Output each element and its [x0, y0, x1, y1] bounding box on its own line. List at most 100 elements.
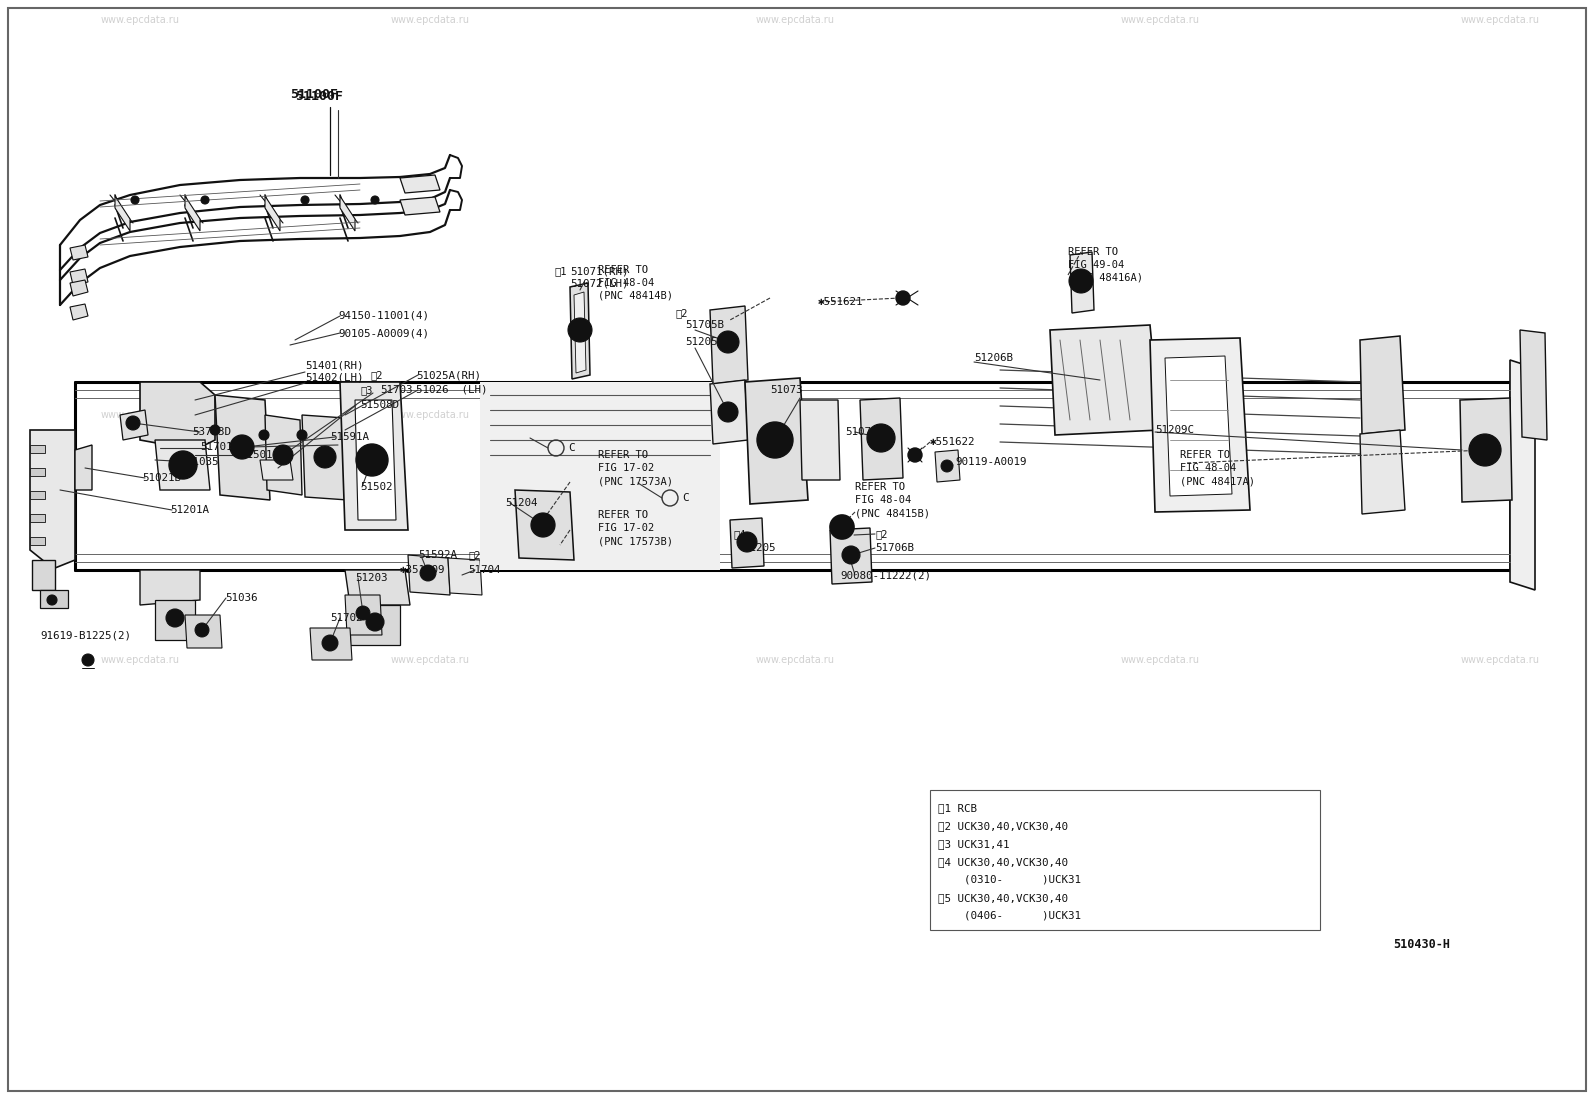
Circle shape: [896, 291, 911, 306]
Polygon shape: [731, 518, 764, 568]
Text: (PNC 48417A): (PNC 48417A): [1180, 476, 1254, 486]
Text: FIG 48-04: FIG 48-04: [855, 495, 911, 506]
Text: 51205: 51205: [743, 543, 775, 553]
Text: 51072(LH): 51072(LH): [570, 279, 629, 289]
Circle shape: [868, 424, 895, 452]
Text: REFER TO: REFER TO: [599, 449, 648, 460]
Polygon shape: [514, 490, 575, 560]
Text: FIG 17-02: FIG 17-02: [599, 523, 654, 533]
Polygon shape: [32, 560, 56, 590]
Text: ※1 RCB: ※1 RCB: [938, 803, 977, 813]
Circle shape: [298, 430, 307, 440]
Text: www.epcdata.ru: www.epcdata.ru: [1121, 655, 1199, 665]
Polygon shape: [119, 410, 148, 440]
Polygon shape: [70, 269, 88, 285]
Text: www.epcdata.ru: www.epcdata.ru: [100, 655, 180, 665]
Polygon shape: [341, 382, 408, 530]
Text: 90080-11222(2): 90080-11222(2): [841, 570, 931, 580]
Text: www.epcdata.ru: www.epcdata.ru: [756, 655, 834, 665]
Text: 51201A: 51201A: [170, 506, 209, 515]
Text: www.epcdata.ru: www.epcdata.ru: [1460, 655, 1539, 665]
Circle shape: [194, 623, 209, 637]
Text: www.epcdata.ru: www.epcdata.ru: [1460, 410, 1539, 420]
Circle shape: [131, 196, 139, 204]
Polygon shape: [400, 175, 439, 193]
Polygon shape: [310, 628, 352, 660]
Text: www.epcdata.ru: www.epcdata.ru: [756, 15, 834, 25]
Circle shape: [737, 532, 758, 552]
Polygon shape: [264, 415, 302, 495]
Text: 51204: 51204: [505, 498, 538, 508]
Text: C: C: [681, 493, 689, 503]
Text: ※3 UCK31,41: ※3 UCK31,41: [938, 839, 1009, 850]
Polygon shape: [30, 430, 75, 568]
Text: 51021B: 51021B: [142, 473, 181, 482]
Text: 53723D: 53723D: [193, 428, 231, 437]
Circle shape: [166, 609, 185, 628]
Text: 51703: 51703: [380, 385, 412, 395]
Text: B: B: [837, 521, 844, 533]
Polygon shape: [185, 615, 221, 648]
Polygon shape: [447, 558, 482, 595]
Polygon shape: [259, 460, 293, 480]
Polygon shape: [30, 468, 45, 476]
Polygon shape: [481, 382, 720, 570]
Polygon shape: [400, 197, 439, 215]
Polygon shape: [1165, 356, 1232, 496]
Circle shape: [365, 453, 379, 467]
Text: (PNC 17573A): (PNC 17573A): [599, 476, 673, 486]
Polygon shape: [710, 306, 748, 384]
Text: ※2 UCK30,40,VCK30,40: ※2 UCK30,40,VCK30,40: [938, 821, 1068, 831]
Circle shape: [357, 606, 369, 620]
Text: 51074: 51074: [845, 428, 877, 437]
Text: FIG 48-04: FIG 48-04: [599, 278, 654, 288]
Circle shape: [718, 402, 739, 422]
Text: ⁳2: ⁳2: [675, 308, 688, 318]
Text: (PNC 48414B): (PNC 48414B): [599, 291, 673, 301]
Text: (0310-      )UCK31: (0310- )UCK31: [938, 875, 1081, 885]
Text: 51706B: 51706B: [876, 543, 914, 553]
Circle shape: [1477, 443, 1492, 457]
Text: ⁳2: ⁳2: [876, 529, 887, 539]
Text: 51203: 51203: [355, 573, 387, 582]
Text: 51501: 51501: [240, 449, 272, 460]
Text: (0406-      )UCK31: (0406- )UCK31: [938, 911, 1081, 921]
Polygon shape: [1149, 338, 1250, 512]
Circle shape: [568, 318, 592, 342]
Text: 51502: 51502: [360, 482, 393, 492]
Circle shape: [366, 613, 384, 631]
Circle shape: [201, 196, 209, 204]
Circle shape: [767, 433, 782, 447]
Polygon shape: [345, 570, 411, 606]
Circle shape: [941, 460, 954, 471]
Text: 51705B: 51705B: [685, 320, 724, 330]
Circle shape: [301, 196, 309, 204]
Circle shape: [907, 448, 922, 462]
Text: FIG 49-04: FIG 49-04: [1068, 260, 1124, 270]
Circle shape: [213, 428, 217, 432]
Circle shape: [842, 546, 860, 564]
Text: REFER TO: REFER TO: [599, 265, 648, 275]
Text: 51592A: 51592A: [419, 550, 457, 560]
Circle shape: [1469, 434, 1501, 466]
Text: ※5 UCK30,40,VCK30,40: ※5 UCK30,40,VCK30,40: [938, 893, 1068, 903]
Polygon shape: [710, 380, 748, 444]
Text: 51508D: 51508D: [360, 400, 400, 410]
Text: 51073: 51073: [771, 385, 802, 395]
Polygon shape: [154, 600, 194, 640]
Polygon shape: [140, 382, 215, 449]
Polygon shape: [70, 304, 88, 320]
Polygon shape: [70, 245, 88, 260]
Text: 51402(LH): 51402(LH): [306, 373, 363, 382]
Circle shape: [126, 417, 140, 430]
Circle shape: [532, 513, 556, 537]
Circle shape: [299, 433, 304, 437]
Polygon shape: [860, 398, 903, 480]
Circle shape: [210, 425, 220, 435]
Text: 51071(RH): 51071(RH): [570, 266, 629, 276]
Polygon shape: [140, 570, 201, 606]
Polygon shape: [30, 491, 45, 499]
Polygon shape: [1051, 325, 1161, 435]
Text: REFER TO: REFER TO: [599, 510, 648, 520]
Circle shape: [420, 565, 436, 581]
